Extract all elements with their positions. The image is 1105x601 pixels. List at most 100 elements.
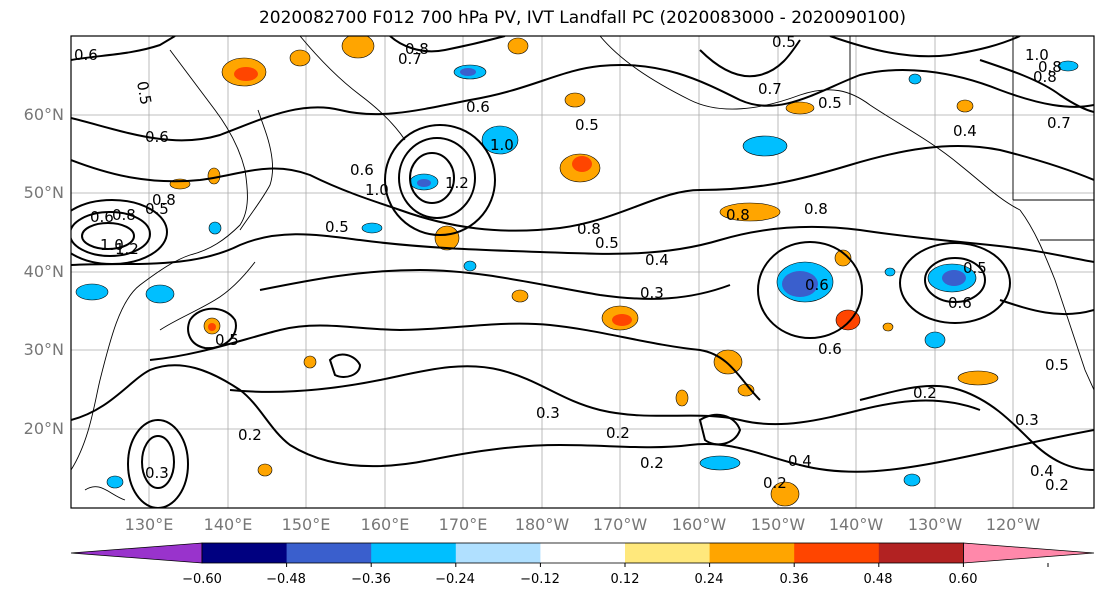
contour-label: 0.4 <box>788 452 812 470</box>
colorbar-tick-label: 0.48 <box>863 572 893 587</box>
lon-label-150w: 150°W <box>750 515 806 534</box>
contour-label: 1.0 <box>100 236 124 254</box>
positive-pv-patch <box>234 67 258 81</box>
contour-label: 0.7 <box>398 50 422 68</box>
contour-label: 0.5 <box>772 33 796 51</box>
positive-pv-patch <box>257 463 273 477</box>
contour-label: 1.0 <box>365 181 389 199</box>
negative-pv-patch <box>742 135 788 157</box>
positive-pv-patch <box>834 249 852 267</box>
lon-label-170e: 170°E <box>438 515 488 534</box>
positive-pv-patch <box>303 355 317 369</box>
positive-pv-patch <box>564 92 586 108</box>
pv-contours <box>71 36 1094 508</box>
contour-label: 0.5 <box>595 234 619 252</box>
contour-label: 0.5 <box>818 94 842 112</box>
negative-pv-patch <box>1057 60 1079 72</box>
contour-label: 0.6 <box>74 46 98 64</box>
contour-label: 0.5 <box>325 218 349 236</box>
contour-label: 0.8 <box>405 40 429 58</box>
negative-pv-patch <box>699 455 741 471</box>
positive-pv-patch <box>208 323 216 331</box>
lat-label-50n: 50°N <box>23 183 64 202</box>
contour-label: 0.7 <box>758 80 782 98</box>
negative-pv-patch <box>942 270 966 286</box>
contour-label: 0.8 <box>726 206 750 224</box>
contour-label: 0.5 <box>215 331 239 349</box>
colorbar-cell <box>202 543 288 563</box>
lon-label-180w: 180°W <box>514 515 570 534</box>
contour-label: 0.2 <box>606 424 630 442</box>
positive-pv-patch <box>957 370 999 386</box>
lat-label-40n: 40°N <box>23 262 64 281</box>
contour-labels: 0.6 0.5 0.8 0.7 0.5 0.8 1.0 0.8 0.7 0.5 … <box>74 33 1071 494</box>
negative-pv-patch <box>884 267 896 277</box>
negative-pv-patch <box>903 473 921 487</box>
negative-pv-patch <box>208 221 222 235</box>
lat-label-20n: 20°N <box>23 419 64 438</box>
map-title: 2020082700 F012 700 hPa PV, IVT Landfall… <box>258 8 906 28</box>
contour-label: 0.6 <box>350 161 374 179</box>
contour-label: 0.6 <box>90 208 114 226</box>
contour-label: 0.2 <box>238 426 262 444</box>
contour-label: 0.8 <box>577 220 601 238</box>
contour-label: 1.2 <box>115 240 139 258</box>
contour-label: 0.5 <box>1045 356 1069 374</box>
colorbar-tick-label: 0.60 <box>948 572 978 587</box>
map-frame <box>70 35 1095 509</box>
positive-pv-patch <box>719 202 781 222</box>
contour-label: 0.8 <box>152 191 176 209</box>
contour-label: 0.2 <box>763 474 787 492</box>
contour-label: 0.8 <box>804 200 828 218</box>
colorbar-cell <box>455 543 541 563</box>
colorbar-cell <box>878 543 964 563</box>
contour-label: 0.8 <box>1038 58 1062 76</box>
contour-label: 0.6 <box>948 294 972 312</box>
positive-pv-patch <box>511 289 529 303</box>
positive-pv-patch <box>956 99 974 113</box>
contour-label: 1.2 <box>445 174 469 192</box>
colorbar-cell <box>371 543 457 563</box>
lat-label-60n: 60°N <box>23 105 64 124</box>
positive-pv-patch <box>675 389 689 407</box>
negative-pv-patch <box>908 73 922 85</box>
lon-label-170w: 170°W <box>592 515 648 534</box>
contour-label: 0.5 <box>133 80 155 107</box>
colorbar-cell <box>625 543 711 563</box>
positive-pv-patch <box>785 101 815 115</box>
positive-pv-patch <box>341 36 375 59</box>
positive-pv-patch <box>612 314 632 326</box>
colorbar-extend-low <box>70 542 203 564</box>
negative-pv-patch <box>75 283 109 301</box>
contour-label: 0.6 <box>145 128 169 146</box>
contour-label: 0.4 <box>1030 462 1054 480</box>
colorbar-tick-label: 0.36 <box>779 572 809 587</box>
colorbar-extend-high <box>963 542 1095 564</box>
contour-label: 0.3 <box>145 464 169 482</box>
contour-label: 0.5 <box>575 116 599 134</box>
contour-label: 0.5 <box>963 259 987 277</box>
pv-shading <box>75 36 1079 507</box>
negative-pv-patch <box>361 222 383 234</box>
colorbar <box>70 542 1095 567</box>
lon-label-140w: 140°W <box>828 515 884 534</box>
negative-pv-patch <box>106 475 124 489</box>
lon-label-160e: 160°E <box>360 515 410 534</box>
lat-label-30n: 30°N <box>23 340 64 359</box>
positive-pv-patch <box>770 481 800 507</box>
positive-pv-patch <box>289 49 311 67</box>
contour-label: 0.3 <box>640 284 664 302</box>
lon-label-160w: 160°W <box>671 515 727 534</box>
colorbar-tick-label: −0.48 <box>266 572 306 587</box>
negative-pv-patch <box>463 260 477 272</box>
contour-label: 1.0 <box>1025 46 1049 64</box>
contour-label: 0.5 <box>145 200 169 218</box>
contour-label: 0.3 <box>1015 411 1039 429</box>
colorbar-tick-label: −0.60 <box>182 572 222 587</box>
contour-label: 0.6 <box>818 340 842 358</box>
colorbar-cell <box>286 543 372 563</box>
contour-label: 0.3 <box>536 404 560 422</box>
contour-label: 0.6 <box>805 276 829 294</box>
negative-pv-patch <box>782 271 818 297</box>
